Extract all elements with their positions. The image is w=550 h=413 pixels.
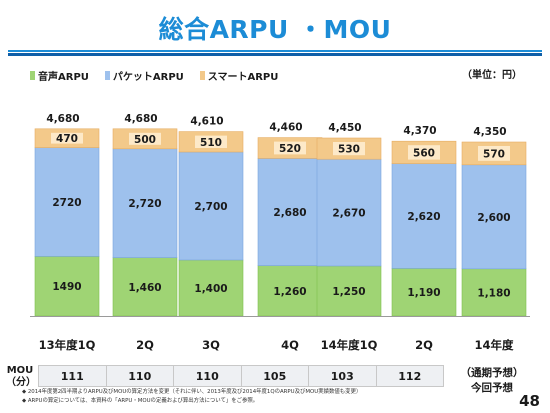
- bar-value-label: 1,460: [128, 282, 161, 294]
- mou-cell: 111: [38, 365, 107, 387]
- bar-packet: [112, 148, 178, 258]
- legend-swatch-smart: [199, 71, 205, 80]
- bar-value-label: 570: [483, 148, 505, 160]
- bar-value-label: 2720: [52, 197, 81, 209]
- x-tick-label: 4Q: [281, 338, 299, 352]
- legend-item-smart: スマートARPU: [199, 68, 279, 83]
- legend-item-voice: 音声ARPU: [30, 68, 89, 83]
- legend-item-packet: パケットARPU: [104, 68, 184, 83]
- bar-value-label: 2,680: [273, 207, 306, 219]
- footnotes: ◆ 2014年度第2四半期よりARPU及びMOUの算定方法を変更（それに伴い、2…: [22, 388, 502, 405]
- bar-voice: [178, 259, 244, 317]
- x-tick-label: 2Q: [136, 338, 154, 352]
- forecast-label: （通期予想） 今回予想: [444, 365, 540, 395]
- mou-cell: 103: [308, 365, 377, 387]
- forecast-label-line2: 今回予想: [471, 382, 513, 394]
- bar-packet: [257, 158, 323, 266]
- bar-label-box: [129, 132, 161, 145]
- bar-value-label: 2,720: [128, 198, 161, 210]
- page-number: 48: [519, 392, 540, 410]
- legend-label-packet: パケットARPU: [112, 72, 184, 83]
- total-label: 4,450: [328, 122, 361, 134]
- legend-label-smart: スマートARPU: [207, 72, 279, 83]
- bar-label-box: [195, 135, 227, 148]
- bar-value-label: 1,260: [273, 286, 306, 298]
- mou-cell: 105: [240, 365, 309, 387]
- legend-swatch-voice: [30, 71, 35, 80]
- bar-value-label: 470: [56, 133, 78, 145]
- bar-voice: [257, 265, 323, 317]
- legend-label-voice: 音声ARPU: [38, 72, 89, 83]
- bar-value-label: 2,670: [332, 208, 365, 220]
- mou-row: 111 110 110 105 103 112: [38, 365, 444, 387]
- bar-label-box: [51, 132, 83, 144]
- total-label: 4,680: [124, 113, 157, 125]
- bar-packet: [391, 163, 457, 269]
- bar-packet: [461, 164, 527, 270]
- mou-cell: 112: [375, 365, 444, 387]
- legend-swatch-packet: [104, 71, 110, 80]
- bar-packet: [178, 151, 244, 261]
- mou-table: 111 110 110 105 103 112: [38, 365, 444, 387]
- total-label: 4,680: [46, 113, 79, 125]
- total-label: 4,460: [269, 122, 302, 134]
- bar-voice: [34, 256, 100, 317]
- bar-voice: [316, 265, 382, 317]
- x-tick-label: 14年度: [474, 338, 514, 352]
- mou-cell: 110: [173, 365, 242, 387]
- bar-value-label: 1,180: [477, 287, 510, 299]
- x-tick-label: 13年度1Q: [39, 338, 96, 352]
- x-tick-label: 3Q: [202, 338, 220, 352]
- mou-label: MOU （分）: [6, 365, 36, 389]
- total-label: 4,350: [473, 126, 506, 138]
- bar-value-label: 520: [279, 143, 301, 155]
- unit-label: （単位：円）: [462, 70, 522, 81]
- bar-voice: [461, 268, 527, 317]
- legend: 音声ARPU パケットARPU スマートARPU: [30, 68, 278, 83]
- total-label: 4,610: [190, 116, 223, 128]
- mou-label-title: MOU: [6, 365, 34, 376]
- page-title: 総合ARPU ・MOU: [158, 15, 392, 44]
- x-tick-label: 2Q: [415, 338, 433, 352]
- bar-value-label: 2,700: [194, 201, 227, 213]
- title-rule: [8, 50, 542, 56]
- bar-value-label: 560: [413, 147, 435, 159]
- bar-value-label: 1,190: [407, 287, 440, 299]
- bar-value-label: 510: [200, 137, 222, 149]
- bar-value-label: 1,250: [332, 286, 365, 298]
- bar-voice: [391, 268, 457, 317]
- bar-value-label: 530: [338, 144, 360, 156]
- mou-cell: 110: [105, 365, 174, 387]
- x-tick-label: 14年度1Q: [321, 338, 378, 352]
- bar-label-box: [274, 141, 306, 155]
- bar-value-label: 1,400: [194, 283, 227, 295]
- bar-packet: [316, 158, 382, 267]
- bar-label-box: [478, 146, 510, 161]
- footnote: ◆ ARPUの算定については、本資料の「ARPU・MOUの定義および算出方法につ…: [22, 397, 259, 404]
- forecast-label-line1: （通期予想）: [460, 367, 524, 379]
- bar-label-box: [333, 142, 365, 156]
- footnote: ◆ 2014年度第2四半期よりARPU及びMOUの算定方法を変更（それに伴い、2…: [22, 389, 362, 395]
- bar-label-box: [408, 145, 440, 160]
- mou-label-unit: （分）: [6, 377, 36, 388]
- bar-value-label: 500: [134, 134, 156, 146]
- total-label: 4,370: [403, 125, 436, 137]
- bar-value-label: 2,600: [477, 212, 510, 224]
- bar-value-label: 1490: [52, 281, 81, 293]
- bar-value-label: 2,620: [407, 211, 440, 223]
